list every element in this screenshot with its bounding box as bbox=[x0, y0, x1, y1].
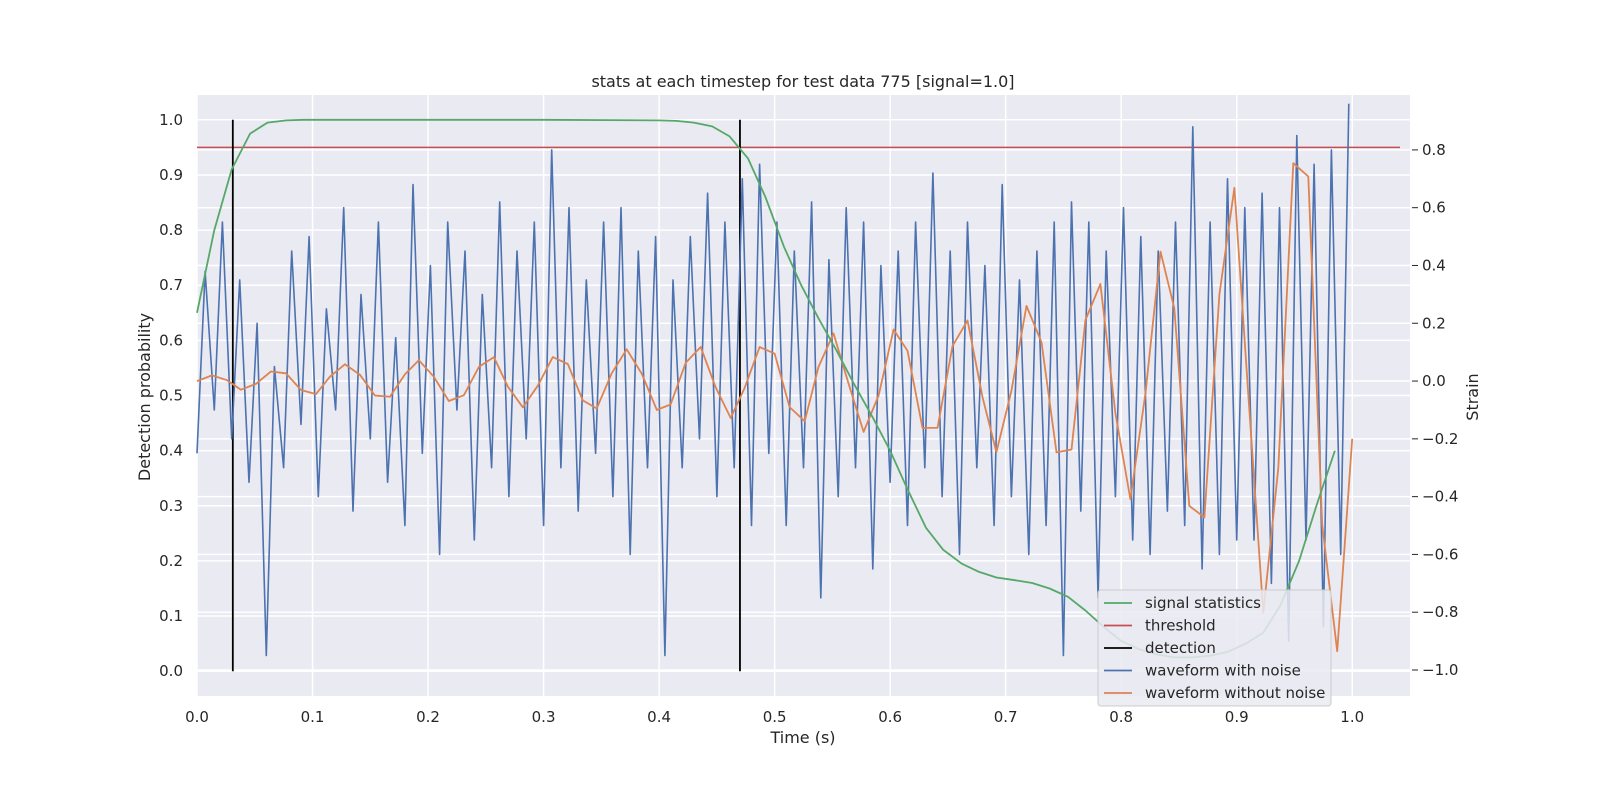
x-axis-ticks: 0.0 0.1 0.2 0.3 0.4 0.5 0.6 0.7 0.8 0.9 1.0 bbox=[185, 708, 1364, 726]
x-tick-label: 0.4 bbox=[647, 708, 671, 726]
y-tick-label: 0.6 bbox=[159, 331, 183, 349]
y2-tick-label: 0.6 bbox=[1422, 199, 1446, 217]
x-tick-label: 0.1 bbox=[301, 708, 325, 726]
y-tick-label: 0.4 bbox=[159, 442, 183, 460]
legend-label-clean: waveform without noise bbox=[1145, 684, 1325, 702]
legend: signal statistics threshold detection wavef… bbox=[1097, 589, 1332, 707]
y2-tick-label: −1.0 bbox=[1422, 661, 1458, 679]
y2-tick-label: −0.2 bbox=[1422, 430, 1458, 448]
x-tick-label: 0.3 bbox=[532, 708, 556, 726]
y2-tick-label: 0.0 bbox=[1422, 372, 1446, 390]
y-tick-label: 1.0 bbox=[159, 111, 183, 129]
noisy-waveform-layer bbox=[196, 103, 1350, 657]
y-tick-label: 0.8 bbox=[159, 221, 183, 239]
y-tick-label: 0.9 bbox=[159, 166, 183, 184]
grid bbox=[196, 95, 1410, 696]
y2-tick-label: 0.4 bbox=[1422, 256, 1446, 274]
x-tick-label: 0.0 bbox=[185, 708, 209, 726]
chart-title: stats at each timestep for test data 775… bbox=[591, 72, 1014, 91]
x-tick-label: 1.0 bbox=[1340, 708, 1364, 726]
y2-tick-label: 0.8 bbox=[1422, 141, 1446, 159]
legend-label-detection: detection bbox=[1145, 639, 1216, 657]
y-tick-label: 0.0 bbox=[159, 662, 183, 680]
y-axis-ticks: 0.0 0.1 0.2 0.3 0.4 0.5 0.6 0.7 0.8 0.9 1.0 bbox=[159, 111, 183, 680]
y-tick-label: 0.3 bbox=[159, 497, 183, 515]
y2-axis-label: Strain bbox=[1463, 373, 1482, 420]
waveform-with-noise-line bbox=[196, 103, 1350, 657]
x-tick-label: 0.6 bbox=[878, 708, 902, 726]
legend-label-threshold: threshold bbox=[1145, 617, 1216, 635]
y2-tick-label: −0.8 bbox=[1422, 603, 1458, 621]
y-axis-label: Detection probability bbox=[135, 313, 154, 481]
waveform-without-noise-line bbox=[196, 162, 1354, 653]
y2-tick-label: −0.6 bbox=[1422, 545, 1458, 563]
y-tick-label: 0.7 bbox=[159, 276, 183, 294]
y2-tick-label: 0.2 bbox=[1422, 314, 1446, 332]
x-tick-label: 0.9 bbox=[1225, 708, 1249, 726]
y2-tick-label: −0.4 bbox=[1422, 488, 1458, 506]
detection-layer bbox=[231, 119, 741, 672]
legend-box bbox=[1097, 589, 1332, 707]
x-tick-label: 0.2 bbox=[416, 708, 440, 726]
legend-label-noisy: waveform with noise bbox=[1145, 662, 1301, 680]
x-axis-label: Time (s) bbox=[769, 728, 835, 747]
y2-axis-ticks: −1.0 −0.8 −0.6 −0.4 −0.2 0.0 0.2 0.4 0.6 0.8 bbox=[1412, 141, 1458, 679]
x-tick-label: 0.5 bbox=[763, 708, 787, 726]
clean-waveform-layer bbox=[196, 162, 1354, 653]
legend-label-signal: signal statistics bbox=[1145, 594, 1261, 612]
y-tick-label: 0.1 bbox=[159, 607, 183, 625]
y-tick-label: 0.5 bbox=[159, 387, 183, 405]
x-tick-label: 0.7 bbox=[994, 708, 1018, 726]
x-tick-label: 0.8 bbox=[1109, 708, 1133, 726]
y-tick-label: 0.2 bbox=[159, 552, 183, 570]
